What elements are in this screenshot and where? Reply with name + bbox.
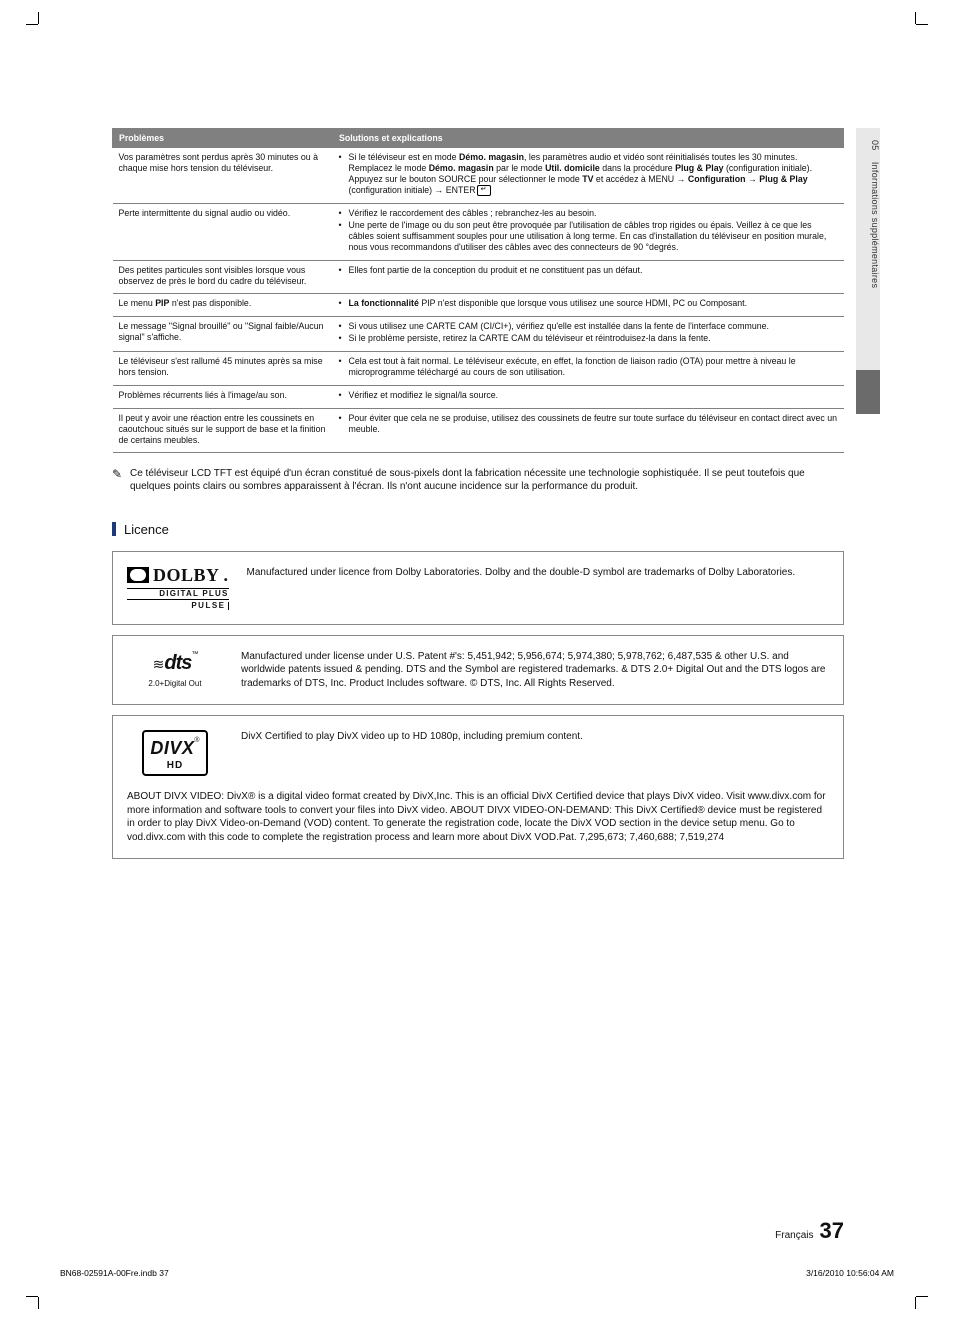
crop-mark: [912, 16, 928, 32]
table-body: Vos paramètres sont perdus après 30 minu…: [113, 148, 844, 453]
note-block: ✎ Ce téléviseur LCD TFT est équipé d'un …: [112, 467, 844, 494]
solution-item: Elles font partie de la conception du pr…: [339, 265, 838, 276]
solution-item: Vérifiez le raccordement des câbles ; re…: [339, 208, 838, 219]
cell-problem: Le menu PIP n'est pas disponible.: [113, 293, 333, 316]
cell-solution: Pour éviter que cela ne se produise, uti…: [333, 408, 844, 452]
cell-solution: La fonctionnalité PIP n'est disponible q…: [333, 293, 844, 316]
dolby-text: Manufactured under licence from Dolby La…: [247, 566, 829, 580]
footer-lang: Français: [775, 1230, 813, 1241]
divx-logo: DIVX® HD: [127, 730, 223, 776]
licence-box-dts: ≋dts™ 2.0+Digital Out Manufactured under…: [112, 635, 844, 706]
dts-sub: 2.0+Digital Out: [148, 679, 201, 690]
dts-logo: ≋dts™ 2.0+Digital Out: [127, 650, 223, 690]
col-header-solutions: Solutions et explications: [333, 129, 844, 148]
table-row: Vos paramètres sont perdus après 30 minu…: [113, 148, 844, 204]
side-tab-number: 05: [870, 140, 880, 151]
table-row: Le téléviseur s'est rallumé 45 minutes a…: [113, 351, 844, 385]
page-footer: Français 37: [112, 1218, 844, 1244]
crop-mark: [26, 16, 42, 32]
cell-problem: Problèmes récurrents liés à l'image/au s…: [113, 385, 333, 408]
solution-item: Vérifiez et modifiez le signal/la source…: [339, 390, 838, 401]
dolby-word: DOLBY: [153, 566, 220, 584]
troubleshooting-table: Problèmes Solutions et explications Vos …: [112, 128, 844, 453]
cell-solution: Si le téléviseur est en mode Démo. magas…: [333, 148, 844, 204]
section-bar-icon: [112, 522, 116, 536]
solution-item: Si le problème persiste, retirez la CART…: [339, 333, 838, 344]
table-row: Le menu PIP n'est pas disponible. La fonc…: [113, 293, 844, 316]
page-content: Problèmes Solutions et explications Vos …: [112, 128, 844, 859]
cell-problem: Il peut y avoir une réaction entre les c…: [113, 408, 333, 452]
cell-solution: Si vous utilisez une CARTE CAM (CI/CI+),…: [333, 316, 844, 351]
solution-item: Si le téléviseur est en mode Démo. magas…: [339, 152, 838, 196]
table-row: Il peut y avoir une réaction entre les c…: [113, 408, 844, 452]
note-icon: ✎: [112, 467, 130, 494]
solution-item: Pour éviter que cela ne se produise, uti…: [339, 413, 838, 435]
dolby-sub1: DIGITAL PLUS: [127, 588, 229, 600]
cell-problem: Vos paramètres sont perdus après 30 minu…: [113, 148, 333, 204]
solution-item: Une perte de l'image ou du son peut être…: [339, 220, 838, 253]
divx-text: DivX Certified to play DivX video up to …: [241, 730, 829, 744]
cell-solution: Vérifiez et modifiez le signal/la source…: [333, 385, 844, 408]
solution-item: Cela est tout à fait normal. Le télévise…: [339, 356, 838, 378]
table-row: Des petites particules sont visibles lor…: [113, 260, 844, 293]
dolby-sub2: PULSE: [127, 602, 229, 610]
side-tab-label: 05 Informations supplémentaires: [856, 140, 880, 400]
solution-item: La fonctionnalité PIP n'est disponible q…: [339, 298, 838, 309]
cell-solution: Cela est tout à fait normal. Le télévise…: [333, 351, 844, 385]
print-footer-right: 3/16/2010 10:56:04 AM: [806, 1268, 894, 1278]
section-heading-label: Licence: [124, 522, 169, 537]
table-row: Le message "Signal brouillé" ou "Signal …: [113, 316, 844, 351]
dolby-dd-icon: [127, 567, 149, 583]
dts-lines-icon: ≋: [153, 656, 163, 672]
dts-word: dts: [164, 652, 191, 674]
cell-problem: Le téléviseur s'est rallumé 45 minutes a…: [113, 351, 333, 385]
side-tab-text: Informations supplémentaires: [870, 162, 880, 288]
table-row: Perte intermittente du signal audio ou v…: [113, 203, 844, 260]
divx-about: ABOUT DIVX VIDEO: DivX® is a digital vid…: [127, 790, 829, 844]
cell-problem: Perte intermittente du signal audio ou v…: [113, 203, 333, 260]
cell-solution: Vérifiez le raccordement des câbles ; re…: [333, 203, 844, 260]
print-footer-left: BN68-02591A-00Fre.indb 37: [60, 1268, 169, 1278]
cell-solution: Elles font partie de la conception du pr…: [333, 260, 844, 293]
dts-text: Manufactured under license under U.S. Pa…: [241, 650, 829, 691]
print-footer: BN68-02591A-00Fre.indb 37 3/16/2010 10:5…: [60, 1268, 894, 1278]
divx-sub: HD: [150, 759, 199, 773]
dolby-logo: DOLBY. DIGITAL PLUS PULSE: [127, 566, 229, 610]
crop-mark: [26, 1289, 42, 1305]
col-header-problems: Problèmes: [113, 129, 333, 148]
note-text: Ce téléviseur LCD TFT est équipé d'un éc…: [130, 467, 844, 494]
divx-word: DIVX: [150, 738, 194, 758]
cell-problem: Le message "Signal brouillé" ou "Signal …: [113, 316, 333, 351]
licence-box-divx: DIVX® HD DivX Certified to play DivX vid…: [112, 715, 844, 859]
crop-mark: [912, 1289, 928, 1305]
table-row: Problèmes récurrents liés à l'image/au s…: [113, 385, 844, 408]
solution-item: Si vous utilisez une CARTE CAM (CI/CI+),…: [339, 321, 838, 332]
cell-problem: Des petites particules sont visibles lor…: [113, 260, 333, 293]
footer-page-number: 37: [820, 1218, 844, 1244]
licence-box-dolby: DOLBY. DIGITAL PLUS PULSE Manufactured u…: [112, 551, 844, 625]
section-heading-licence: Licence: [112, 522, 844, 537]
